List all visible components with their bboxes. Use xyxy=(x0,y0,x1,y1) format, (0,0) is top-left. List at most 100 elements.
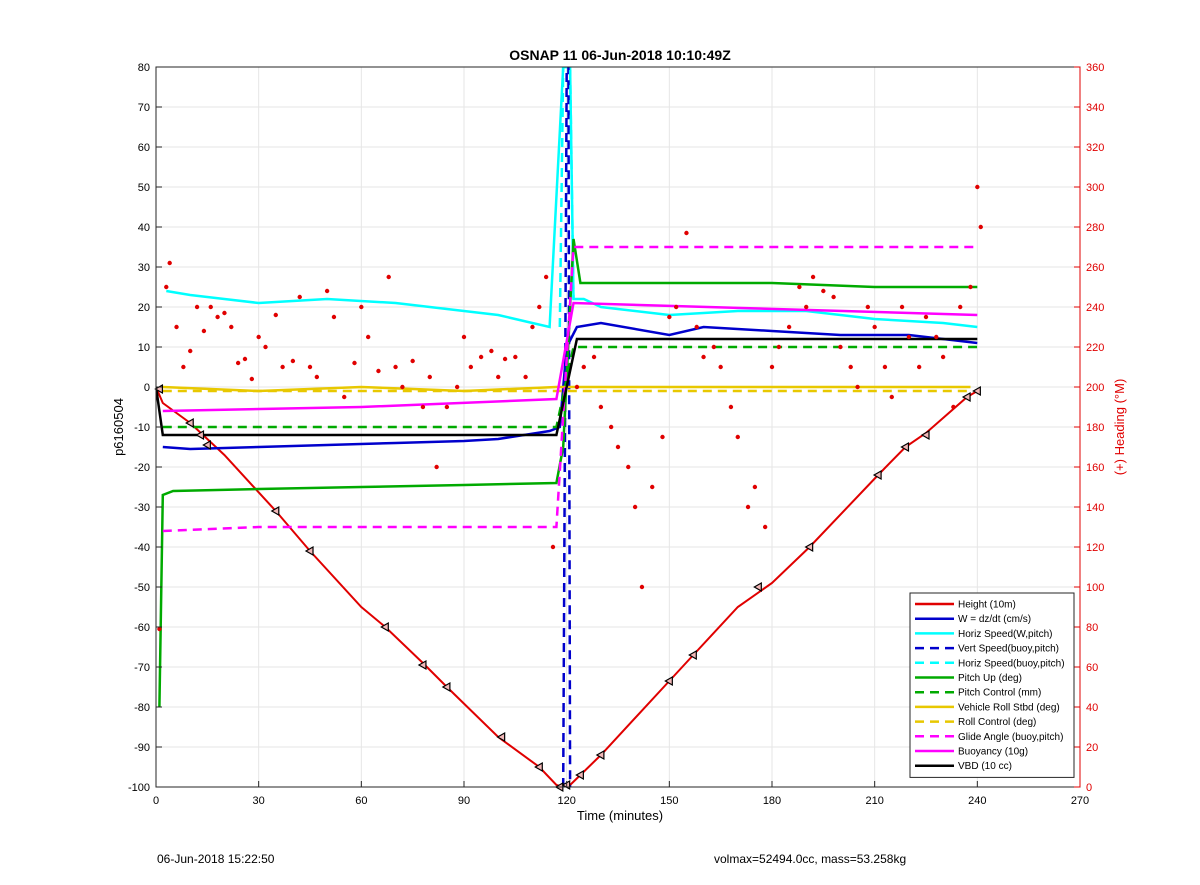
heading-point xyxy=(951,404,956,410)
heading-point xyxy=(352,360,357,366)
heading-point xyxy=(694,324,699,330)
heading-point xyxy=(530,324,535,330)
height-marker xyxy=(920,429,930,441)
y-tick-label: 30 xyxy=(138,262,150,274)
y-right-tick-label: 320 xyxy=(1086,142,1104,154)
heading-point xyxy=(899,304,905,310)
heading-point xyxy=(235,360,241,366)
heading-point xyxy=(167,260,172,266)
y-tick-label: -80 xyxy=(134,702,150,714)
series-line-10 xyxy=(162,301,978,413)
heading-point xyxy=(848,364,853,370)
y-axis-label-right: (+) Heading (°M) xyxy=(1112,379,1127,476)
x-tick-label: 150 xyxy=(660,795,678,807)
heading-point xyxy=(916,364,922,370)
heading-point xyxy=(711,344,717,350)
heading-point xyxy=(968,284,973,290)
heading-point xyxy=(872,324,877,330)
legend-entry: W = dz/dt (cm/s) xyxy=(958,614,1031,625)
y-right-tick-label: 220 xyxy=(1086,342,1104,354)
heading-point xyxy=(632,504,638,510)
heading-point xyxy=(684,230,689,236)
heading-point xyxy=(598,404,604,410)
legend-entry: Vert Speed(buoy,pitch) xyxy=(958,644,1059,655)
x-axis-label: Time (minutes) xyxy=(577,808,663,823)
heading-point xyxy=(889,394,894,400)
heading-point xyxy=(574,384,580,390)
y-right-tick-label: 0 xyxy=(1086,782,1092,794)
series-line-9 xyxy=(162,245,978,533)
heading-point xyxy=(215,314,220,320)
series-layer xyxy=(156,67,978,787)
series-line-4 xyxy=(558,67,575,328)
series-line-11 xyxy=(156,337,978,437)
heading-point xyxy=(762,524,768,530)
heading-point xyxy=(906,334,912,340)
heading-point xyxy=(513,354,518,360)
series-line-6 xyxy=(162,345,978,429)
y-tick-label: 50 xyxy=(138,182,150,194)
heading-point xyxy=(194,304,200,310)
heading-point xyxy=(181,364,186,370)
heading-point xyxy=(591,354,597,360)
heading-point xyxy=(164,284,169,290)
heading-point xyxy=(454,384,460,390)
heading-point xyxy=(537,304,542,310)
y-tick-label: 40 xyxy=(138,222,150,234)
heading-point xyxy=(626,464,631,470)
heading-point xyxy=(639,584,645,590)
height-marker xyxy=(534,761,543,773)
height-marker xyxy=(804,541,814,553)
heading-point xyxy=(701,354,706,360)
heading-point xyxy=(222,310,227,316)
y-right-tick-label: 40 xyxy=(1086,702,1098,714)
heading-point xyxy=(376,368,381,374)
y-tick-label: -30 xyxy=(134,502,150,514)
x-tick-label: 30 xyxy=(253,795,265,807)
heading-point xyxy=(297,294,302,300)
x-tick-label: 90 xyxy=(458,795,470,807)
heading-point xyxy=(331,314,337,320)
y-right-tick-label: 240 xyxy=(1086,302,1104,314)
heading-point xyxy=(797,284,802,290)
y-right-tick-label: 140 xyxy=(1086,502,1104,514)
heading-point xyxy=(478,354,484,360)
chart-title: OSNAP 11 06-Jun-2018 10:10:49Z xyxy=(509,47,731,63)
heading-point xyxy=(434,464,439,470)
heading-point xyxy=(400,384,405,390)
y-right-tick-label: 100 xyxy=(1086,582,1104,594)
heading-point xyxy=(496,374,501,380)
heading-point xyxy=(581,364,586,370)
y-right-tick-label: 80 xyxy=(1086,622,1098,634)
heading-point xyxy=(290,358,296,364)
y-tick-label: 10 xyxy=(138,342,150,354)
y-right-tick-label: 180 xyxy=(1086,422,1104,434)
heading-points xyxy=(157,184,983,632)
legend-entry: Pitch Up (deg) xyxy=(958,673,1022,684)
heading-point xyxy=(410,358,415,364)
y-tick-label: -90 xyxy=(134,742,150,754)
y-tick-label: -50 xyxy=(134,582,150,594)
legend-box xyxy=(909,592,1075,778)
height-marker xyxy=(270,505,280,517)
height-markers xyxy=(154,383,981,793)
heading-point xyxy=(958,304,963,310)
heading-point xyxy=(615,444,621,450)
heading-point xyxy=(838,344,843,350)
heading-point xyxy=(810,274,816,280)
heading-point xyxy=(650,484,655,490)
height-marker xyxy=(595,749,605,761)
heading-point xyxy=(735,434,740,440)
heading-point xyxy=(420,404,426,410)
heading-point xyxy=(978,224,983,230)
heading-point xyxy=(550,544,556,550)
heading-point xyxy=(745,504,751,510)
height-marker xyxy=(417,659,427,671)
heading-point xyxy=(728,404,734,410)
y-tick-label: 20 xyxy=(138,302,150,314)
y-right-tick-label: 20 xyxy=(1086,742,1098,754)
heading-point xyxy=(882,364,888,370)
y-right-tick-label: 360 xyxy=(1086,62,1104,74)
height-marker xyxy=(961,391,971,403)
heading-point xyxy=(273,312,278,318)
